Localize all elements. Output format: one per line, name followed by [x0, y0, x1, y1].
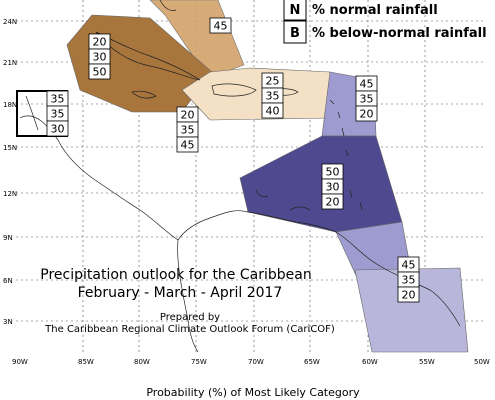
- prob-value-cuba: 50: [93, 66, 107, 79]
- prob-box-windward: [321, 193, 344, 210]
- prob-value-guianas: 20: [402, 289, 416, 302]
- legend-key: N: [290, 3, 301, 18]
- prob-value-leeward: 35: [360, 93, 374, 106]
- lon-tick: 60W: [362, 358, 378, 366]
- lat-tick: 3N: [3, 318, 13, 326]
- lat-tick: 6N: [3, 277, 13, 285]
- prob-value-cuba: 20: [93, 36, 107, 49]
- prob-value-belize: 30: [51, 123, 65, 136]
- lon-tick: 80W: [134, 358, 150, 366]
- lon-tick: 90W: [12, 358, 28, 366]
- prob-box-guianas: [397, 286, 420, 303]
- longitude-ticks: 90W 85W 80W 75W 70W 65W 60W 55W 50W: [12, 358, 490, 366]
- prob-box-jamaica: [176, 136, 199, 153]
- prob-value-jamaica: 35: [181, 124, 195, 137]
- prob-value-belize: 35: [51, 93, 65, 106]
- prob-value-greater-antilles: 40: [266, 105, 280, 118]
- prob-value-bahamas: 45: [214, 20, 228, 33]
- legend: N % normal rainfall B % below-normal rai…: [283, 0, 487, 44]
- legend-key: B: [290, 26, 300, 41]
- prepared-by: Prepared by: [160, 312, 220, 323]
- lon-tick: 50W: [474, 358, 490, 366]
- prob-value-leeward: 45: [360, 78, 374, 91]
- prob-value-greater-antilles: 35: [266, 90, 280, 103]
- lat-tick: 9N: [3, 234, 13, 242]
- prob-box-cuba: [88, 63, 111, 80]
- footer-caption: Probability (%) of Most Likely Category: [146, 386, 360, 399]
- prob-value-belize: 35: [51, 108, 65, 121]
- region-greater-antilles: [181, 67, 331, 121]
- prob-value-jamaica: 45: [181, 139, 195, 152]
- prob-box-belize: [46, 120, 69, 137]
- prob-value-guianas: 45: [402, 259, 416, 272]
- lat-tick: 15N: [3, 144, 17, 152]
- region-guianas: [354, 267, 469, 353]
- lon-tick: 55W: [419, 358, 435, 366]
- prob-value-cuba: 30: [93, 51, 107, 64]
- legend-label: % normal rainfall: [312, 3, 438, 18]
- lat-tick: 18N: [3, 101, 17, 109]
- lon-tick: 75W: [191, 358, 207, 366]
- prob-value-leeward: 20: [360, 108, 374, 121]
- map-subtitle: February - March - April 2017: [78, 285, 283, 301]
- map-title: Precipitation outlook for the Caribbean: [40, 267, 311, 283]
- probability-labels: 45 20 30 50 25 35 40 35 35 30 20 35 45 45 35 20 50 30 20 45…: [46, 17, 420, 303]
- legend-key-box: [283, 20, 307, 44]
- lat-tick: 21N: [3, 59, 17, 67]
- lat-tick: 24N: [3, 18, 17, 26]
- prob-value-windward: 30: [326, 181, 340, 194]
- prob-box-greater-antilles: [261, 102, 284, 119]
- lon-tick: 70W: [248, 358, 264, 366]
- prob-value-windward: 20: [326, 196, 340, 209]
- latitude-ticks: 3N 6N 9N 12N 15N 18N 21N 24N: [3, 18, 17, 326]
- legend-key-box: [283, 0, 307, 21]
- prob-value-greater-antilles: 25: [266, 75, 280, 88]
- lon-tick: 65W: [304, 358, 320, 366]
- prob-box-leeward: [355, 105, 378, 122]
- forum-name: The Caribbean Regional Climate Outlook F…: [44, 324, 335, 335]
- legend-label: % below-normal rainfall: [312, 26, 487, 41]
- lon-tick: 85W: [78, 358, 94, 366]
- prob-box-bahamas: [209, 17, 232, 34]
- prob-value-jamaica: 20: [181, 109, 195, 122]
- prob-value-windward: 50: [326, 166, 340, 179]
- prob-value-guianas: 35: [402, 274, 416, 287]
- lat-tick: 12N: [3, 190, 17, 198]
